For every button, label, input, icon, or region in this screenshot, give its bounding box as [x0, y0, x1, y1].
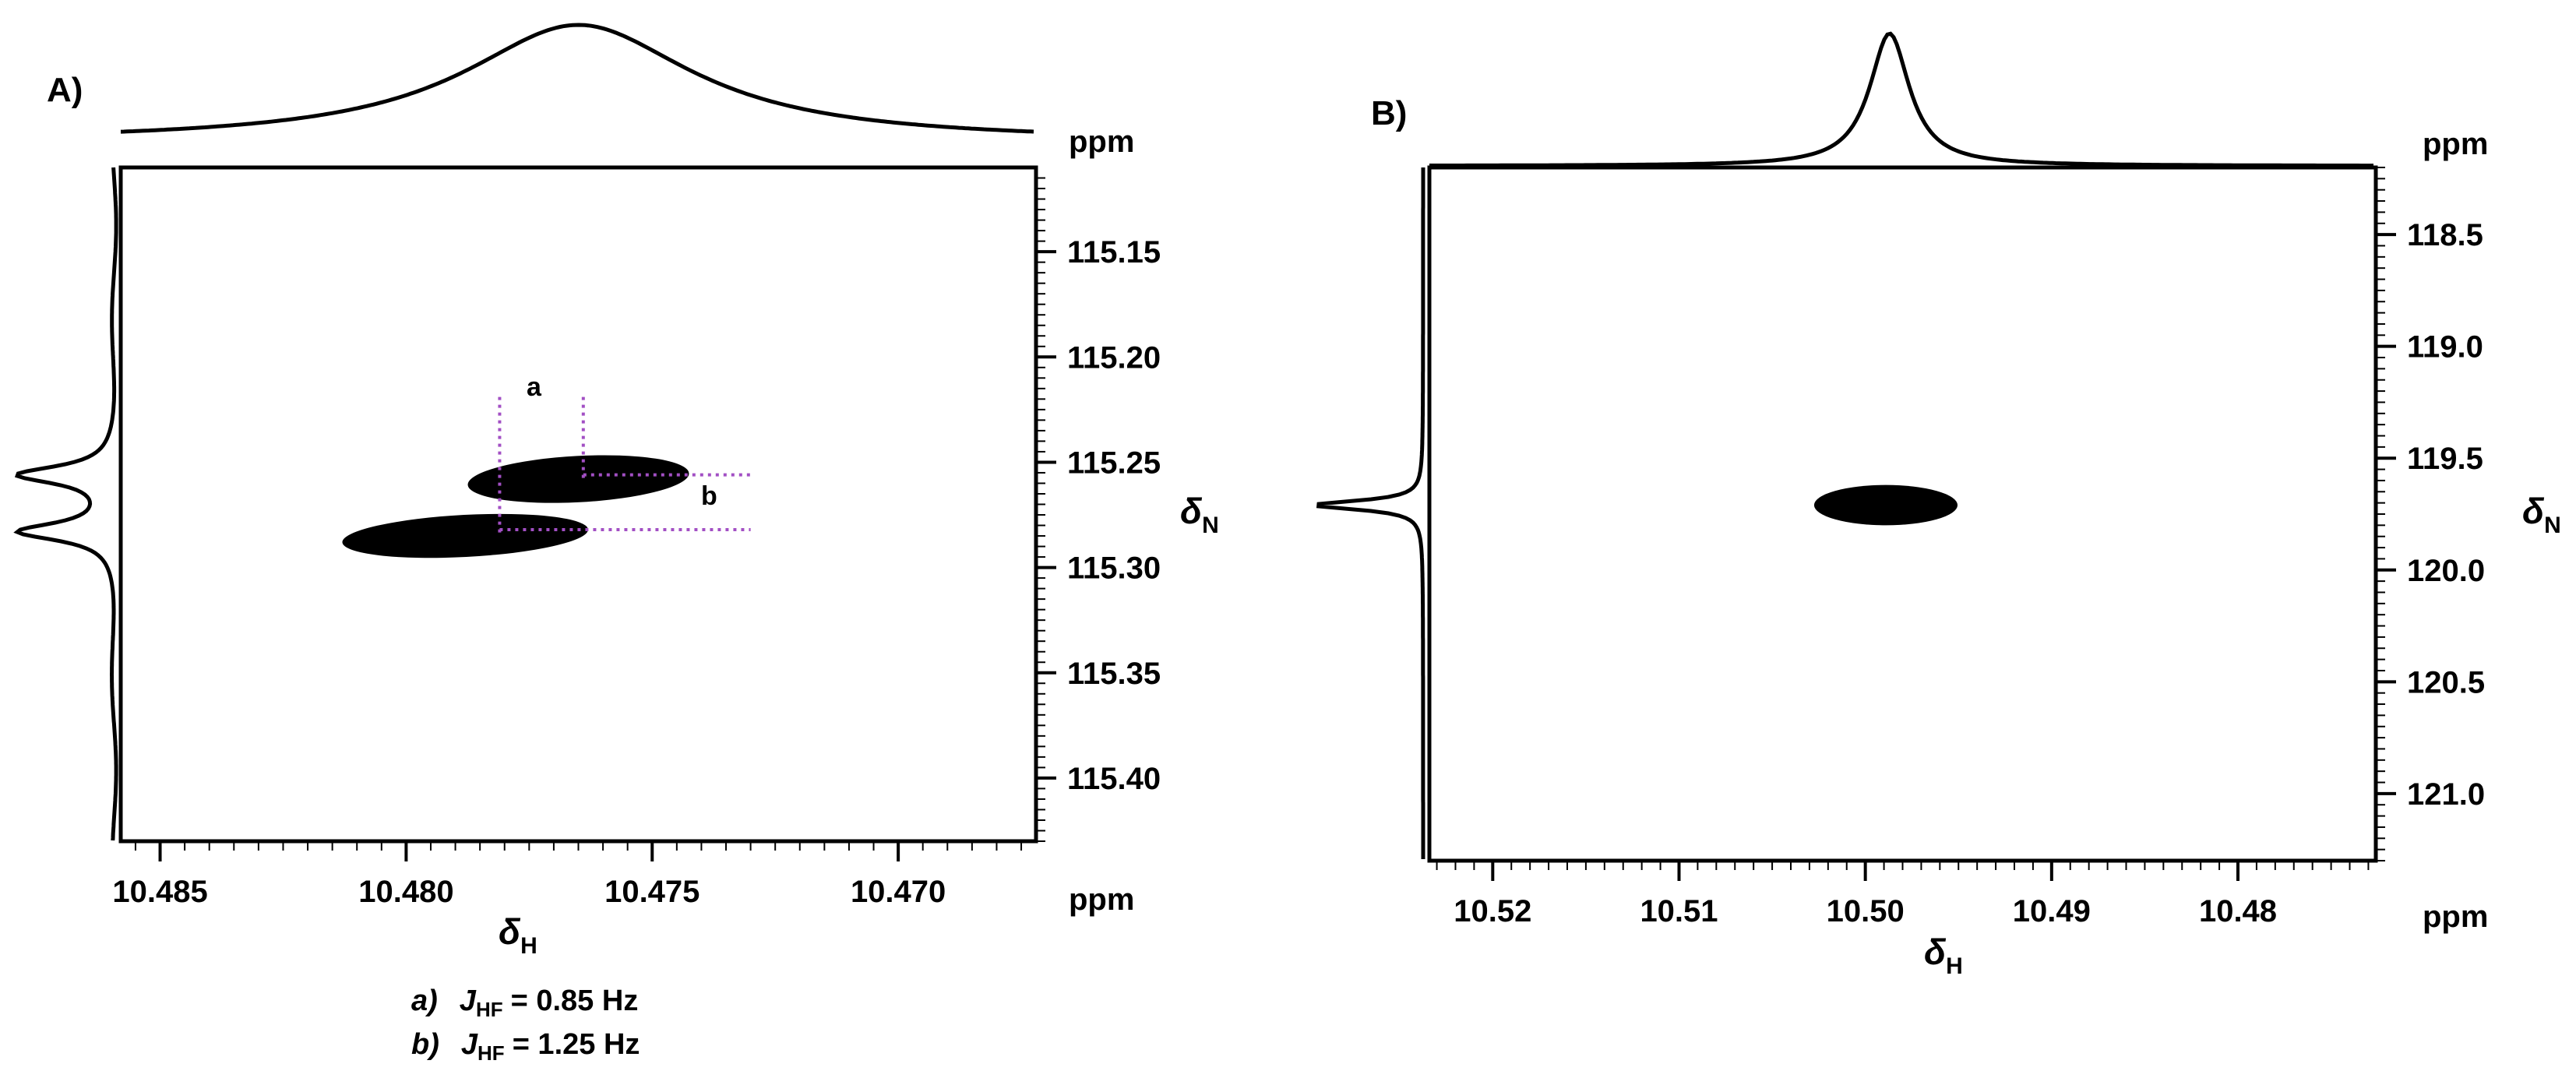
panel-b-y-axis-subscript: N — [2544, 513, 2561, 538]
panel-b-peak-1 — [1813, 484, 1958, 526]
panel-b-x-unit: ppm — [2423, 900, 2488, 934]
annotation-b-label: b — [701, 481, 717, 511]
panel-b-y-tick-label: 120.0 — [2407, 554, 2485, 588]
panel-b-y-tick-label: 119.0 — [2407, 330, 2483, 365]
panel-b-y-ticks: 118.5 119.0 119.5 120.0 120.5 121.0 — [2376, 167, 2485, 861]
panel-b-y-tick-label: 121.0 — [2407, 777, 2485, 812]
panel-b-x-axis-title: δH — [1924, 932, 1963, 979]
coupling-a-value: = 0.85 Hz — [511, 985, 639, 1017]
panel-a-x-tick-label: 10.475 — [604, 875, 700, 909]
panel-b-x-tick-label: 10.51 — [1640, 894, 1718, 928]
panel-b-y-axis-symbol: δ — [2522, 491, 2545, 531]
panel-a-x-axis-subscript: H — [520, 933, 537, 959]
panel-a-peaks — [342, 455, 689, 558]
panel-a-x-tick-label: 10.470 — [851, 875, 946, 909]
panel-a-x-axis-symbol: δ — [499, 911, 521, 952]
panel-a-guides — [498, 396, 751, 534]
panel-a-y-axis-subscript: N — [1202, 513, 1219, 538]
panel-b-label: B) — [1371, 94, 1407, 132]
panel-b-y-axis-title: δN — [2522, 491, 2561, 538]
panel-b-x-tick-label: 10.48 — [2199, 894, 2277, 928]
panel-b-x-tick-label: 10.49 — [2013, 894, 2091, 928]
panel-b-y-tick-label: 120.5 — [2407, 665, 2485, 699]
coupling-constant-a: a) JHF = 0.85 Hz — [411, 985, 638, 1021]
panel-a-top-projection — [120, 23, 1034, 134]
coupling-constant-b: b) JHF = 1.25 Hz — [411, 1028, 640, 1065]
panel-a-x-unit: ppm — [1069, 882, 1134, 917]
panel-a-x-tick-label: 10.480 — [358, 875, 453, 909]
panel-a-y-tick-label: 115.30 — [1067, 551, 1161, 586]
panel-a-y-tick-label: 115.25 — [1067, 446, 1161, 480]
panel-a-peak-1 — [467, 455, 689, 503]
coupling-a-letter: a) — [411, 985, 438, 1017]
panel-a: A) 10.485 10.480 10.475 10.470 115.15 115.20… — [13, 23, 1219, 1065]
panel-b-y-unit: ppm — [2423, 127, 2488, 161]
coupling-a-symbol: J — [460, 985, 477, 1017]
panel-a-peak-2 — [342, 513, 588, 558]
panel-a-x-ticks: 10.485 10.480 10.475 10.470 — [112, 841, 1023, 909]
coupling-b-letter: b) — [411, 1028, 439, 1061]
panel-b-x-ticks: 10.52 10.51 10.50 10.49 10.48 — [1436, 861, 2370, 928]
panel-a-y-tick-label: 115.35 — [1067, 657, 1161, 691]
panel-a-y-unit: ppm — [1069, 125, 1134, 159]
panel-b-left-projection — [1316, 167, 1425, 859]
coupling-b-subscript: HF — [477, 1041, 505, 1065]
panel-a-y-tick-label: 115.20 — [1067, 340, 1161, 375]
panel-b-x-tick-label: 10.50 — [1827, 894, 1905, 928]
coupling-b-value: = 1.25 Hz — [513, 1028, 640, 1061]
panel-b-x-tick-label: 10.52 — [1454, 894, 1531, 928]
panel-b-top-projection — [1429, 31, 2373, 168]
panel-b: B) 10.52 10.51 10.50 10.49 10.48 118.5119.01… — [1316, 31, 2561, 979]
panel-a-y-ticks: 115.15 115.20 115.25 115.30 115.35 115.40 — [1036, 177, 1161, 842]
panel-a-label: A) — [47, 71, 83, 109]
panel-a-y-tick-label: 115.15 — [1067, 235, 1161, 270]
panel-b-y-tick-label: 118.5 — [2407, 218, 2483, 252]
panel-a-x-axis-title: δH — [499, 911, 537, 959]
panel-b-peaks — [1813, 484, 1958, 526]
panel-a-y-tick-label: 115.40 — [1067, 762, 1161, 796]
panel-a-plot-frame — [118, 165, 1038, 844]
coupling-b-symbol: J — [461, 1028, 478, 1061]
panel-a-left-projection — [13, 167, 118, 841]
panel-b-x-axis-subscript: H — [1946, 953, 1963, 979]
annotation-a-label: a — [527, 372, 542, 402]
panel-a-x-tick-label: 10.485 — [112, 875, 207, 909]
panel-a-y-axis-symbol: δ — [1180, 491, 1203, 531]
panel-a-y-axis-title: δN — [1180, 491, 1219, 538]
panel-b-y-tick-label: 119.5 — [2407, 442, 2483, 476]
coupling-a-subscript: HF — [476, 998, 503, 1021]
panel-b-x-axis-symbol: δ — [1924, 932, 1947, 972]
